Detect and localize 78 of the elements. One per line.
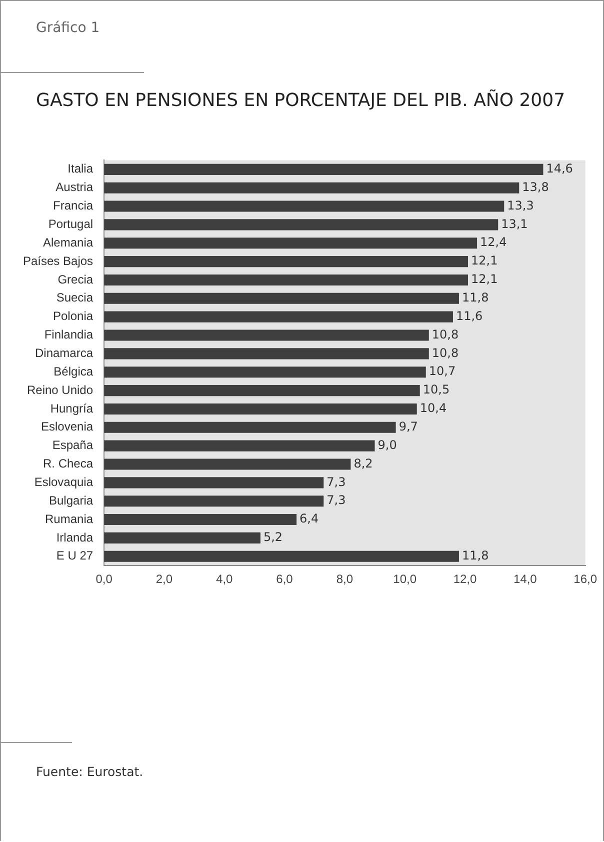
- bar: [104, 348, 429, 360]
- x-tick-label: 6,0: [276, 572, 294, 586]
- bar: [104, 403, 417, 414]
- y-tick-label: Dinamarca: [35, 346, 94, 360]
- data-label: 12,4: [480, 235, 507, 250]
- y-tick-label: Reino Unido: [26, 382, 94, 397]
- data-label: 10,4: [420, 401, 447, 416]
- text: Gráfico 1: [36, 20, 100, 36]
- bar: [104, 458, 351, 470]
- data-label: 6,4: [300, 512, 319, 526]
- y-tick-label: Alemania: [43, 235, 94, 250]
- y-tick-label: E U 27: [56, 548, 94, 563]
- data-label: 13,3: [507, 198, 534, 212]
- y-tick-label: Grecia: [58, 272, 94, 286]
- y-tick-label: Eslovenia: [41, 420, 94, 434]
- data-label: 12,1: [471, 254, 498, 268]
- data-label: 9,7: [398, 420, 418, 434]
- bar: [104, 477, 324, 488]
- bar: [104, 274, 468, 286]
- data-label: 9,0: [378, 438, 397, 452]
- data-label: 10,5: [422, 382, 450, 397]
- bar: [104, 200, 504, 212]
- y-tick-label: Rumania: [45, 512, 94, 526]
- y-tick-label: Irlanda: [56, 530, 94, 544]
- bar: [104, 514, 297, 526]
- y-tick-label: España: [52, 438, 94, 452]
- bar: [104, 311, 453, 322]
- y-tick-label: Finlandia: [44, 328, 94, 342]
- bar: [104, 238, 478, 249]
- data-label: 10,8: [432, 327, 459, 342]
- data-label: 11,6: [456, 308, 483, 323]
- data-label: 11,8: [462, 290, 489, 305]
- data-label: 14,6: [546, 162, 573, 176]
- y-tick-label: Italia: [68, 162, 94, 176]
- y-tick-label: Polonia: [53, 309, 94, 324]
- data-label: 10,8: [432, 346, 459, 360]
- bar: [104, 256, 468, 268]
- x-tick-label: 10,0: [393, 572, 417, 586]
- bar: [104, 182, 520, 194]
- bar: [104, 292, 459, 304]
- x-tick-label: 12,0: [453, 572, 478, 586]
- y-tick-label: Bélgica: [54, 364, 94, 378]
- x-tick-label: 14,0: [513, 572, 538, 586]
- x-tick-label: 8,0: [336, 572, 354, 586]
- data-label: 10,7: [428, 364, 456, 378]
- y-tick-label: Suecia: [56, 290, 94, 305]
- y-tick-label: Eslovaquia: [34, 474, 94, 489]
- y-tick-label: Francia: [53, 198, 94, 213]
- bar: [104, 532, 260, 544]
- y-tick-label: Portugal: [48, 217, 94, 232]
- bar: [104, 366, 426, 378]
- data-label: 13,8: [522, 180, 549, 194]
- bar: [104, 164, 544, 175]
- bar: [104, 422, 396, 433]
- data-label: 11,8: [462, 548, 489, 563]
- x-tick-label: 4,0: [216, 572, 234, 586]
- y-tick-label: Países Bajos: [22, 254, 94, 268]
- data-label: 7,3: [326, 493, 346, 508]
- bar: [104, 550, 459, 562]
- data-label: 8,2: [354, 456, 373, 470]
- x-tick-label: 16,0: [574, 572, 598, 586]
- bar: [104, 385, 420, 396]
- source-note: Fuente: Eurostat.: [36, 764, 144, 779]
- data-label: 5,2: [263, 530, 283, 544]
- bar: [104, 440, 375, 452]
- data-label: 7,3: [326, 474, 346, 489]
- x-tick-label: 2,0: [156, 572, 173, 586]
- x-tick-label: 0,0: [96, 572, 113, 586]
- y-tick-label: Bulgaria: [49, 493, 94, 508]
- bar: [104, 496, 324, 507]
- data-label: 12,1: [471, 272, 498, 286]
- bar: [104, 219, 498, 230]
- data-label: 13,1: [501, 216, 528, 231]
- chart-title: GASTO EN PENSIONES EN PORCENTAJE DEL PIB. AÑO 2007: [36, 90, 566, 112]
- y-tick-label: Austria: [56, 180, 94, 194]
- y-tick-label: R. Checa: [43, 456, 94, 471]
- y-tick-label: Hungría: [50, 401, 94, 416]
- bar: [104, 330, 429, 341]
